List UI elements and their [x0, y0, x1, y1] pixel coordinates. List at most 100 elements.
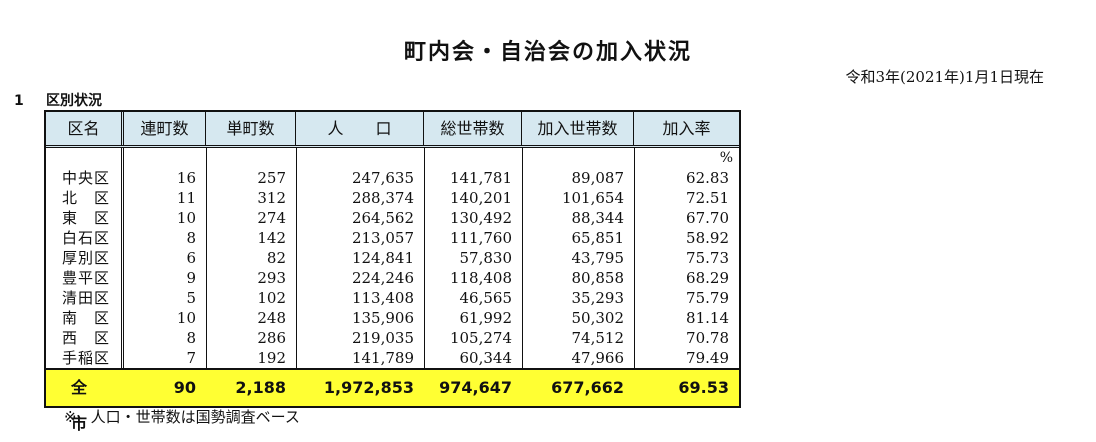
cell-households: 46,565: [459, 289, 513, 307]
cell-households: 61,992: [459, 309, 513, 327]
note-text: 人口・世帯数は国勢調査ベース: [90, 408, 300, 426]
table-row: 厚別区 6 82 124,841 57,830 43,795 75.73: [46, 248, 739, 268]
cell-population: 264,562: [351, 209, 414, 227]
table-row: 西 区 8 286 219,035 105,274 74,512 70.78: [46, 328, 739, 348]
cell-member-households: 65,851: [571, 229, 625, 247]
cell-federations: 11: [176, 189, 196, 207]
cell-rate: 68.29: [686, 269, 729, 287]
cell-ward: 白石区: [62, 229, 111, 247]
total-federations: 90: [173, 378, 196, 397]
cell-member-households: 35,293: [571, 289, 625, 307]
cell-rate: 75.73: [686, 249, 729, 267]
cell-ward: 清田区: [62, 289, 111, 307]
column-divider: [522, 148, 523, 368]
cell-ward: 厚別区: [62, 249, 111, 267]
cell-member-households: 43,795: [571, 249, 625, 267]
header-ward: 区名: [46, 112, 124, 145]
cell-population: 113,408: [351, 289, 414, 307]
cell-population: 213,057: [351, 229, 414, 247]
cell-federations: 8: [186, 329, 196, 347]
cell-rate: 75.79: [686, 289, 729, 307]
cell-associations: 192: [257, 349, 286, 367]
total-label: 全 市: [70, 378, 128, 433]
section-heading: 1 区別状況: [14, 90, 102, 110]
cell-households: 60,344: [459, 349, 513, 367]
header-households: 総世帯数: [424, 112, 522, 145]
cell-associations: 274: [257, 209, 286, 227]
table-row: 清田区 5 102 113,408 46,565 35,293 75.79: [46, 288, 739, 308]
cell-associations: 102: [257, 289, 286, 307]
cell-ward: 西 区: [62, 329, 111, 347]
column-divider: [206, 148, 207, 368]
cell-ward: 中央区: [62, 169, 111, 187]
note-mark: ※: [64, 408, 77, 426]
section-label: 区別状況: [46, 93, 102, 109]
cell-population: 288,374: [351, 189, 414, 207]
cell-rate: 67.70: [686, 209, 729, 227]
table-row: 手稲区 7 192 141,789 60,344 47,966 79.49: [46, 348, 739, 368]
cell-population: 219,035: [351, 329, 414, 347]
cell-population: 124,841: [351, 249, 414, 267]
total-rate: 69.53: [678, 378, 729, 397]
cell-associations: 142: [257, 229, 286, 247]
header-associations: 単町数: [206, 112, 296, 145]
total-associations: 2,188: [235, 378, 286, 397]
cell-associations: 286: [257, 329, 286, 347]
header-population: 人 口: [296, 112, 424, 145]
cell-federations: 7: [186, 349, 196, 367]
cell-households: 111,760: [449, 229, 512, 247]
total-population: 1,972,853: [323, 378, 414, 397]
page-title: 町内会・自治会の加入状況: [403, 40, 692, 65]
cell-households: 130,492: [449, 209, 512, 227]
table-row: 東 区 10 274 264,562 130,492 88,344 67.70: [46, 208, 739, 228]
cell-associations: 82: [266, 249, 286, 267]
table-row: 中央区 16 257 247,635 141,781 89,087 62.83: [46, 168, 739, 188]
cell-member-households: 50,302: [571, 309, 625, 327]
cell-rate: 81.14: [686, 309, 729, 327]
column-divider: [634, 148, 635, 368]
cell-ward: 東 区: [62, 209, 111, 227]
cell-ward: 豊平区: [62, 269, 111, 287]
cell-households: 118,408: [449, 269, 512, 287]
table-row: 南 区 10 248 135,906 61,992 50,302 81.14: [46, 308, 739, 328]
cell-rate: 72.51: [686, 189, 729, 207]
as-of-date: 令和3年(2021年)1月1日現在: [845, 68, 1044, 86]
cell-population: 135,906: [351, 309, 414, 327]
cell-ward: 北 区: [62, 189, 111, 207]
header-member-households: 加入世帯数: [522, 112, 634, 145]
cell-federations: 9: [186, 269, 196, 287]
table-row: 白石区 8 142 213,057 111,760 65,851 58.92: [46, 228, 739, 248]
cell-member-households: 101,654: [561, 189, 624, 207]
cell-population: 141,789: [351, 349, 414, 367]
cell-ward: 南 区: [62, 309, 111, 327]
total-member-households: 677,662: [551, 378, 624, 397]
cell-member-households: 47,966: [571, 349, 625, 367]
total-row: 全 市 90 2,188 1,972,853 974,647 677,662 6…: [46, 368, 739, 433]
cell-associations: 293: [257, 269, 286, 287]
cell-rate: 79.49: [686, 349, 729, 367]
cell-associations: 257: [257, 169, 286, 187]
cell-federations: 5: [186, 289, 196, 307]
cell-federations: 6: [186, 249, 196, 267]
cell-member-households: 74,512: [571, 329, 625, 347]
cell-federations: 10: [176, 309, 196, 327]
cell-households: 141,781: [449, 169, 512, 187]
cell-federations: 16: [176, 169, 196, 187]
cell-associations: 312: [257, 189, 286, 207]
cell-member-households: 89,087: [571, 169, 625, 187]
cell-rate: 70.78: [686, 329, 729, 347]
cell-member-households: 88,344: [571, 209, 625, 227]
cell-member-households: 80,858: [571, 269, 625, 287]
header-federations: 連町数: [124, 112, 206, 145]
cell-households: 140,201: [449, 189, 512, 207]
column-divider: [424, 148, 425, 368]
table-row: 豊平区 9 293 224,246 118,408 80,858 68.29: [46, 268, 739, 288]
table-header: 区名 連町数 単町数 人 口 総世帯数 加入世帯数 加入率: [46, 112, 739, 148]
cell-associations: 248: [257, 309, 286, 327]
cell-rate: 58.92: [686, 229, 729, 247]
cell-federations: 10: [176, 209, 196, 227]
footnote: ※ 人口・世帯数は国勢調査ベース: [64, 406, 300, 427]
membership-table: 区名 連町数 単町数 人 口 総世帯数 加入世帯数 加入率 % 中央区 16 257…: [44, 110, 741, 433]
cell-rate: 62.83: [686, 169, 729, 187]
table-row: 北 区 11 312 288,374 140,201 101,654 72.51: [46, 188, 739, 208]
